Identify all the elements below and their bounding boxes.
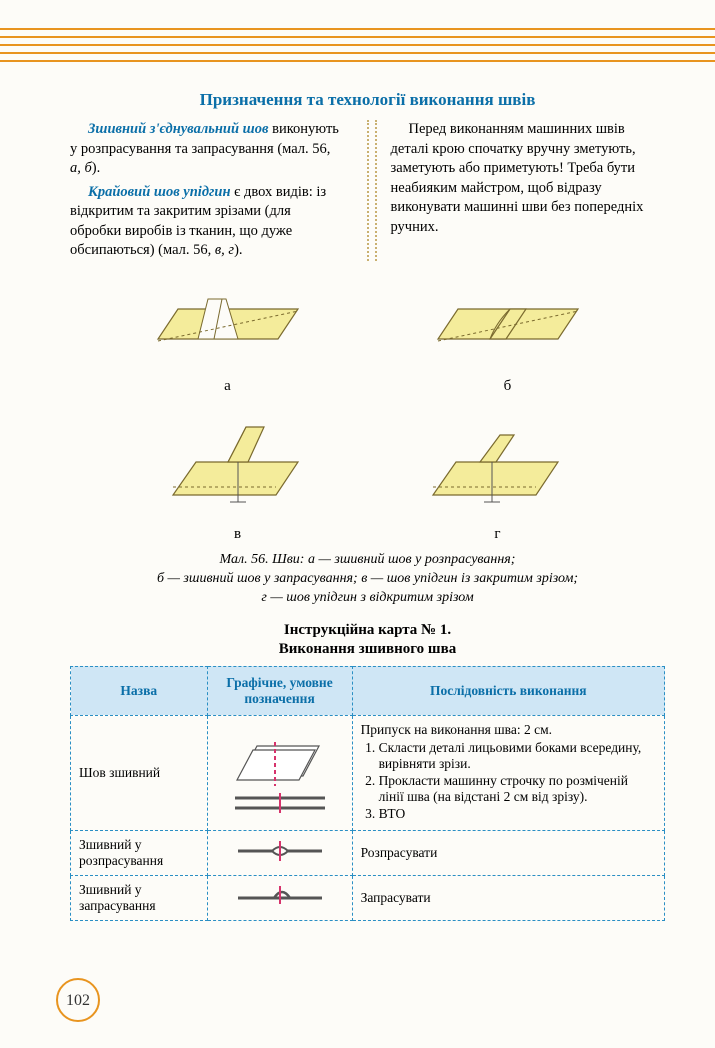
term-2: Крайовий шов упідгин	[88, 184, 231, 200]
seam-diagrams: а б	[70, 279, 665, 543]
row2-graphic-icon	[207, 830, 352, 875]
diagram-g: г	[418, 407, 578, 543]
page-content: Призначення та технології виконання швів…	[70, 0, 665, 921]
col-name: Назва	[71, 666, 208, 715]
diagram-a: а	[138, 279, 318, 395]
diagram-v: в	[158, 407, 318, 543]
wavy-divider-icon	[363, 120, 381, 261]
page-number-badge: 102	[56, 978, 100, 1022]
table-row: Зшивний у запрасування Запрасувати	[71, 875, 665, 920]
instruction-card-subtitle: Виконання зшивного шва	[70, 641, 665, 658]
header-rule-lines	[0, 28, 715, 68]
table-row: Шов зшивний Припуск на виконання шва: 2	[71, 715, 665, 830]
right-column-note: Перед виконанням машинних швів деталі кр…	[363, 120, 666, 261]
figure-caption: Мал. 56. Шви: а — зшивний шов у розпрасу…	[90, 551, 645, 608]
section-title: Призначення та технології виконання швів	[70, 90, 665, 110]
table-header-row: Назва Графічне, умовне позначення Послід…	[71, 666, 665, 715]
row1-sequence: Припуск на виконання шва: 2 см. Скласти …	[352, 715, 664, 830]
col-sequence: Послідовність виконання	[352, 666, 664, 715]
instruction-card-title: Інструкційна карта № 1.	[70, 622, 665, 639]
two-column-block: Зшивний з'єднувальний шов виконують у ро…	[70, 120, 665, 261]
instruction-table: Назва Графічне, умовне позначення Послід…	[70, 666, 665, 921]
table-row: Зшивний у розпрасування Розпрасувати	[71, 830, 665, 875]
textbook-page: Призначення та технології виконання швів…	[0, 0, 715, 1048]
row3-graphic-icon	[207, 875, 352, 920]
col-graphic: Графічне, умовне позначення	[207, 666, 352, 715]
term-1: Зшивний з'єднувальний шов	[88, 121, 269, 137]
diagram-b: б	[418, 279, 598, 395]
row1-graphic-icon	[207, 715, 352, 830]
left-column: Зшивний з'єднувальний шов виконують у ро…	[70, 120, 345, 261]
